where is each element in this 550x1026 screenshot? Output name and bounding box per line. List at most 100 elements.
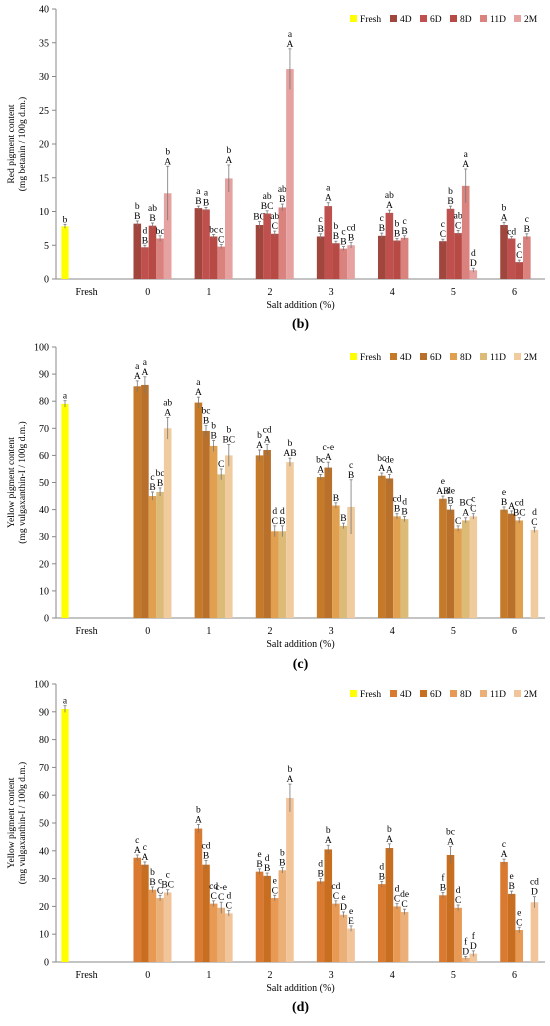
- chart-panel-2: 0 10 20 30 40 50 60 70 80 90 100 Fresh 0 1 2 3 4 5 6 Salt a…: [7, 343, 545, 672]
- bar-8D-2: [270, 531, 279, 618]
- legend-swatch: [390, 15, 397, 22]
- y-tick-label: 50: [39, 478, 49, 489]
- significance-label: b: [326, 826, 331, 836]
- legend-swatch: [450, 15, 457, 22]
- significance-label: B: [401, 507, 407, 517]
- y-tick-label: 10: [39, 930, 49, 941]
- significance-label: d: [265, 854, 270, 864]
- significance-label: C: [531, 518, 537, 528]
- significance-label: B: [508, 882, 514, 892]
- bar-2M-1: [225, 913, 233, 962]
- legend-label: Fresh: [360, 353, 381, 363]
- bar-6D-1: [202, 209, 210, 279]
- bar-4D-2: [255, 871, 264, 962]
- significance-label: C: [272, 517, 278, 527]
- bar-11D-5: [461, 520, 470, 618]
- significance-label: b: [63, 215, 68, 225]
- significance-label: de: [446, 487, 455, 497]
- bar-11D-3: [339, 248, 348, 279]
- bar-Fresh-Fresh: [61, 709, 69, 962]
- x-tick-label: 5: [451, 970, 456, 981]
- significance-label: A: [134, 372, 141, 382]
- legend-label: 2M: [524, 690, 538, 700]
- significance-label: D: [340, 903, 347, 913]
- significance-label: C: [440, 230, 446, 240]
- y-tick-label: 30: [39, 72, 49, 83]
- y-tick-label: 5: [44, 241, 49, 252]
- significance-label: B: [279, 858, 285, 868]
- bar-6D-6: [507, 238, 516, 279]
- significance-label: C: [455, 221, 461, 231]
- significance-label: cd: [263, 426, 272, 436]
- significance-label: A: [256, 441, 263, 451]
- significance-label: bc: [156, 227, 165, 237]
- significance-label: C: [455, 896, 461, 906]
- x-tick-label: 1: [206, 970, 211, 981]
- legend-label: 8D: [460, 690, 472, 700]
- bar-4D-4: [377, 235, 386, 279]
- legend-swatch: [420, 690, 427, 697]
- significance-label: f: [441, 873, 445, 884]
- significance-label: D: [531, 888, 538, 898]
- significance-label: cd: [331, 882, 340, 892]
- significance-label: B: [394, 505, 400, 515]
- significance-label: D: [470, 942, 477, 952]
- significance-label: cd: [393, 495, 402, 505]
- significance-label: BC: [459, 499, 472, 509]
- significance-label: de: [400, 890, 409, 900]
- significance-label: c-e: [322, 443, 334, 453]
- significance-label: c: [471, 495, 475, 505]
- legend-swatch: [350, 353, 357, 360]
- bar-11D-5: [461, 957, 470, 962]
- significance-label: de: [385, 455, 394, 465]
- significance-label: A: [386, 465, 393, 475]
- significance-label: b: [395, 220, 400, 230]
- x-tick-label: 3: [329, 970, 334, 981]
- y-tick-label: 15: [39, 173, 49, 184]
- significance-label: B: [524, 225, 530, 235]
- chart-panel-3: 0 10 20 30 40 50 60 70 80 90 100 Fresh 0 1 2 3 4 5 6 Salt a…: [7, 680, 545, 1015]
- significance-label: BC: [222, 436, 235, 446]
- bar-6D-5: [446, 208, 455, 279]
- bar-8D-6: [515, 930, 524, 962]
- significance-label: B: [440, 884, 446, 894]
- significance-label: a: [288, 30, 293, 40]
- bar-6D-4: [385, 848, 394, 962]
- significance-label: B: [203, 198, 209, 208]
- significance-label: c: [166, 871, 170, 881]
- significance-label: B: [333, 232, 339, 242]
- significance-label: b: [387, 825, 392, 835]
- bar-2M-0: [163, 193, 172, 279]
- bar-11D-1: [217, 246, 226, 279]
- y-tick-label: 35: [39, 38, 49, 49]
- significance-label: C: [157, 886, 163, 896]
- panel-caption: (b): [292, 317, 309, 332]
- bar-Fresh-Fresh: [61, 403, 69, 618]
- significance-label: b: [288, 765, 293, 775]
- bar-11D-2: [278, 870, 287, 962]
- bar-6D-0: [141, 864, 149, 962]
- y-tick-label: 30: [39, 874, 49, 885]
- x-tick-label: Fresh: [75, 626, 97, 637]
- legend-swatch: [480, 15, 487, 22]
- significance-label: A: [141, 853, 148, 863]
- significance-label: b: [333, 222, 338, 232]
- significance-label: c: [525, 215, 529, 225]
- significance-label: A: [134, 846, 141, 856]
- legend-swatch: [480, 690, 487, 697]
- significance-label: B: [264, 864, 270, 874]
- significance-label: d: [395, 885, 400, 895]
- bar-8D-4: [393, 240, 401, 279]
- legend-label: 4D: [400, 353, 412, 363]
- significance-label: c: [341, 228, 345, 238]
- significance-label: C: [516, 918, 522, 928]
- significance-label: c: [319, 215, 323, 225]
- bar-4D-4: [377, 475, 386, 618]
- y-tick-label: 60: [39, 451, 49, 462]
- x-tick-label: 6: [512, 287, 517, 298]
- significance-label: B: [401, 227, 407, 237]
- y-axis-label: (mg vulgaxanthin-I / 100g d.m.): [17, 762, 28, 884]
- bar-2M-5: [469, 953, 478, 962]
- bar-11D-0: [156, 491, 164, 618]
